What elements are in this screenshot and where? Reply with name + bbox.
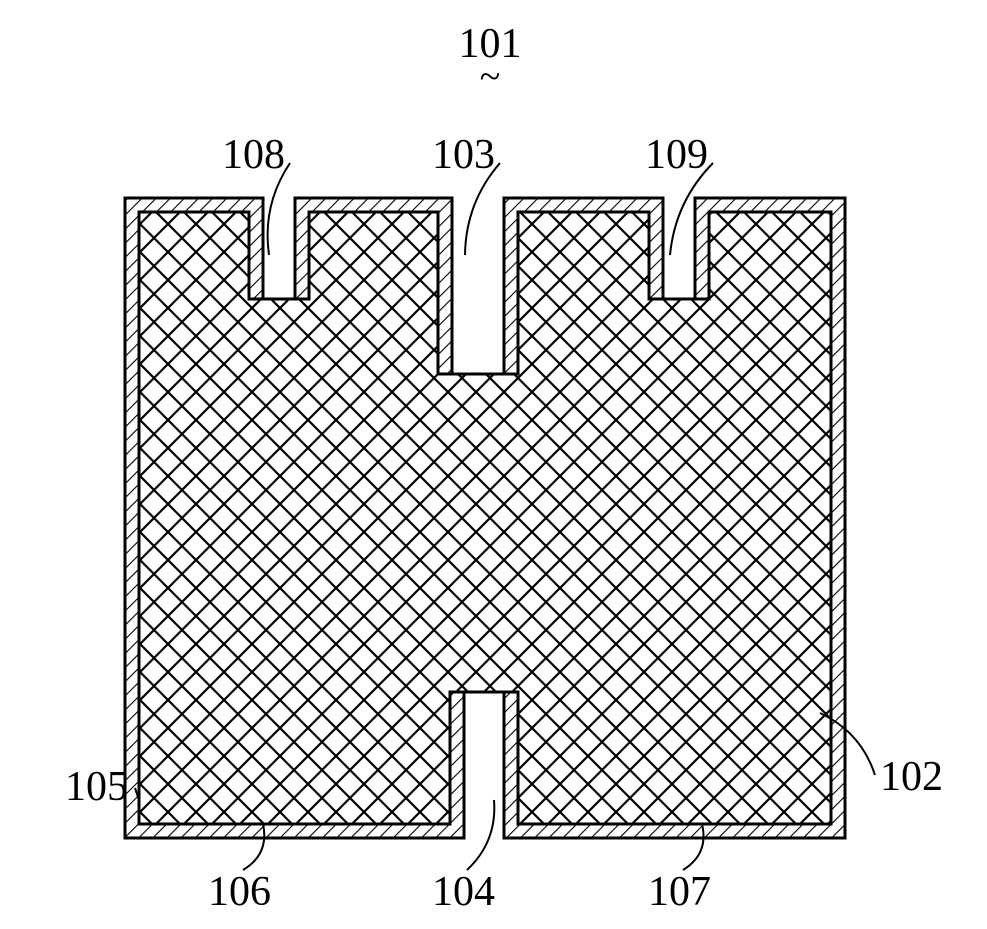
label-109: 109 <box>645 132 708 178</box>
diagram-title: 101 ~ <box>440 20 540 89</box>
title-tilde: ~ <box>440 66 540 89</box>
inner-layer-shape <box>139 212 831 824</box>
label-102: 102 <box>880 754 943 800</box>
label-106: 106 <box>208 869 271 915</box>
label-107: 107 <box>648 869 711 915</box>
label-108: 108 <box>222 132 285 178</box>
label-103: 103 <box>432 132 495 178</box>
label-104: 104 <box>432 869 495 915</box>
label-105: 105 <box>65 764 128 810</box>
leader-104 <box>467 800 494 870</box>
